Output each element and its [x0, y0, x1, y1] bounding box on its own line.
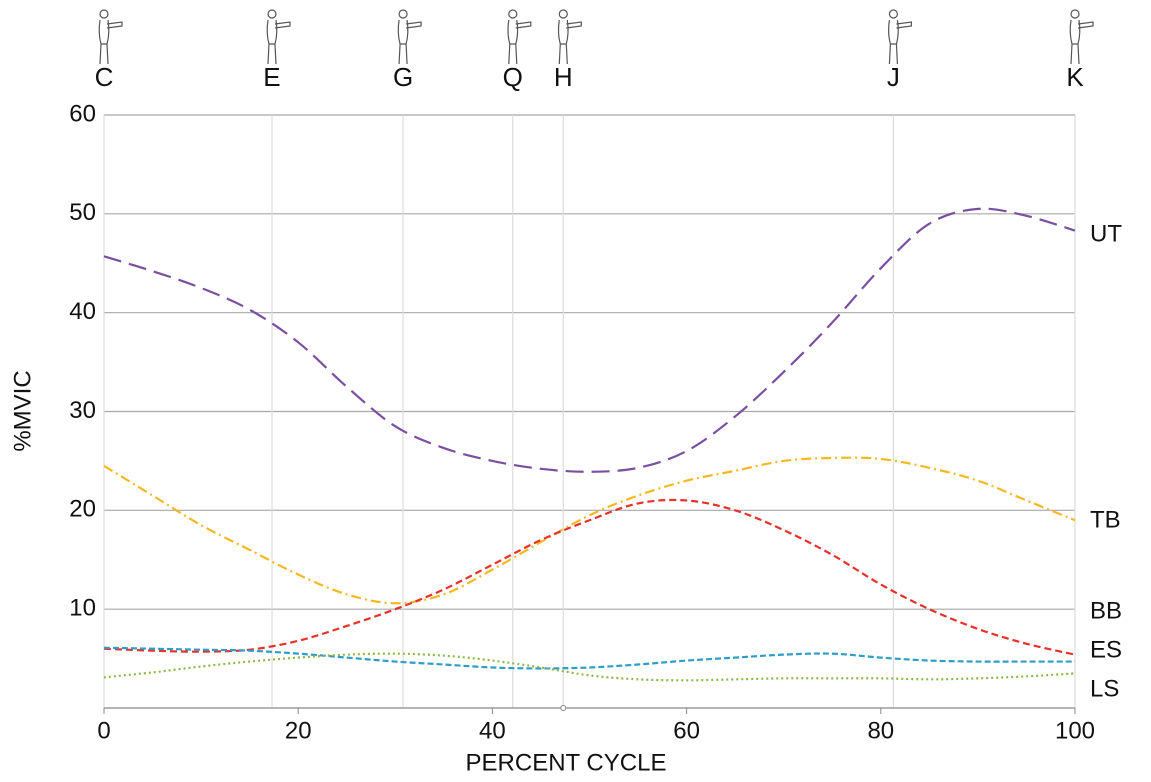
y-tick-label: 60	[69, 100, 96, 127]
phase-figure	[1069, 9, 1094, 65]
figure-head	[508, 9, 518, 19]
figure-arm	[106, 21, 123, 29]
figure-body	[397, 19, 409, 65]
x-axis-title: PERCENT CYCLE	[466, 749, 667, 776]
figure-body	[507, 19, 519, 65]
x-tick-label: 0	[97, 717, 110, 744]
x-tick-label: 20	[285, 717, 312, 744]
figure-arm	[566, 21, 582, 29]
x-tick-label: 100	[1055, 717, 1095, 744]
series-line	[103, 652, 1076, 682]
phase-figure	[397, 9, 422, 65]
figure-arm	[405, 21, 422, 29]
phase-figure	[888, 9, 913, 65]
series-line	[103, 207, 1076, 473]
phase-label: J	[887, 62, 900, 92]
phase-label: Q	[503, 62, 523, 92]
series-line	[103, 456, 1076, 605]
phase-label: G	[393, 62, 413, 92]
figure-body	[1069, 19, 1081, 65]
series-label: TB	[1090, 506, 1121, 533]
y-tick-label: 50	[69, 199, 96, 226]
axis-marker	[560, 705, 567, 711]
figure-arm	[1077, 21, 1094, 29]
phase-label: K	[1066, 62, 1084, 92]
y-tick-label: 30	[69, 397, 96, 424]
series-label: BB	[1090, 597, 1122, 624]
figure-arm	[515, 21, 532, 29]
phase-figure	[507, 9, 532, 65]
y-axis-title: %MVIC	[9, 370, 36, 451]
phase-label: C	[95, 62, 114, 92]
x-tick-label: 80	[867, 717, 894, 744]
x-tick-label: 60	[673, 717, 700, 744]
figure-head	[558, 9, 568, 19]
figure-arm	[274, 21, 291, 29]
figure-body	[888, 19, 899, 65]
figure-head	[398, 9, 408, 19]
figure-head	[99, 9, 109, 19]
y-tick-label: 20	[69, 496, 96, 523]
figure-arm	[896, 21, 913, 29]
series-line	[103, 646, 1075, 670]
phase-figure	[266, 9, 291, 65]
figure-head	[1070, 9, 1080, 19]
series-label: LS	[1090, 675, 1119, 702]
y-tick-label: 40	[69, 298, 96, 325]
figure-body	[557, 19, 569, 65]
figure-body	[98, 19, 110, 65]
phase-label: H	[554, 62, 573, 92]
phase-label: E	[263, 62, 280, 92]
phase-figure	[98, 9, 123, 65]
figure-head	[888, 9, 899, 19]
series-label: UT	[1090, 220, 1122, 247]
series-label: ES	[1090, 636, 1122, 663]
x-tick-label: 40	[479, 717, 506, 744]
y-tick-label: 10	[69, 595, 96, 622]
phase-figure	[557, 9, 582, 65]
figure-head	[267, 9, 277, 19]
figure-body	[266, 19, 278, 65]
series-line	[103, 498, 1076, 656]
